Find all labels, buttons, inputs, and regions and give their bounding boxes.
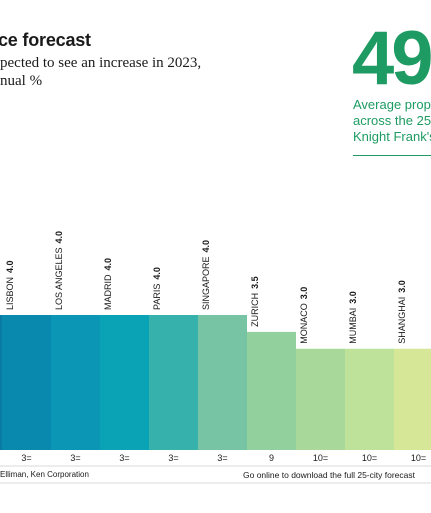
bar-label-lisbon: LISBON 4.0 [5, 260, 15, 310]
bar-label-madrid: MADRID 4.0 [103, 258, 113, 310]
chart-title: ce forecast [0, 30, 91, 50]
headline-caption-line-2: across the 25 [353, 113, 431, 128]
headline-caption-line-3: Knight Frank's [353, 129, 431, 144]
rank-zurich: 9 [269, 453, 274, 463]
headline-caption-line-1: Average prop [353, 97, 431, 112]
category-label-singapore: SINGAPORE [201, 256, 211, 310]
value-label-zurich: 3.5 [250, 276, 260, 289]
category-label-madrid: MADRID [103, 274, 113, 310]
rank-paris: 3= [168, 453, 178, 463]
rank-madrid: 3= [119, 453, 129, 463]
bar-label-mumbai: MUMBAI 3.0 [348, 291, 358, 344]
rank-mumbai: 10= [362, 453, 377, 463]
category-label-paris: PARIS [152, 284, 162, 310]
rank-lisbon: 3= [21, 453, 31, 463]
bar-label-los-angeles: LOS ANGELES 4.0 [54, 231, 64, 310]
rank-singapore: 3= [217, 453, 227, 463]
category-label-lisbon: LISBON [5, 277, 15, 310]
value-label-shanghai: 3.0 [397, 280, 407, 293]
category-label-zurich: ZURICH [250, 293, 260, 327]
headline-figure: 49 [352, 16, 431, 101]
bar-label-paris: PARIS 4.0 [152, 267, 162, 310]
rank-monaco: 10= [313, 453, 328, 463]
bar-lisbon [2, 315, 51, 450]
value-label-madrid: 4.0 [103, 258, 113, 271]
category-label-los-angeles: LOS ANGELES [54, 247, 64, 310]
bar-mumbai [345, 348, 394, 450]
subtitle-line-1: pected to see an increase in 2023, [0, 55, 202, 71]
value-label-lisbon: 4.0 [5, 260, 15, 273]
headline-caption: Average prop across the 25 Knight Frank'… [353, 97, 431, 145]
value-label-los-angeles: 4.0 [54, 231, 64, 244]
bar-label-singapore: SINGAPORE 4.0 [201, 240, 211, 310]
bar-zurich [247, 331, 296, 450]
value-label-singapore: 4.0 [201, 240, 211, 253]
bar-edge-partial [0, 315, 2, 450]
category-label-monaco: MONACO [299, 303, 309, 344]
category-label-shanghai: SHANGHAI [397, 297, 407, 344]
bar-paris [149, 315, 198, 450]
category-label-mumbai: MUMBAI [348, 308, 358, 344]
bar-label-shanghai: SHANGHAI 3.0 [397, 280, 407, 344]
bar-label-monaco: MONACO 3.0 [299, 287, 309, 344]
value-label-mumbai: 3.0 [348, 291, 358, 304]
subtitle-line-2: nual % [0, 73, 43, 89]
bar-shanghai [394, 348, 431, 450]
bar-madrid [100, 315, 149, 450]
bar-los-angeles [51, 315, 100, 450]
bar-label-zurich: ZURICH 3.5 [250, 276, 260, 327]
headline-divider [353, 155, 431, 156]
value-label-monaco: 3.0 [299, 287, 309, 300]
chart-subtitle: pected to see an increase in 2023, nual … [0, 54, 201, 90]
bar-singapore [198, 315, 247, 450]
value-label-paris: 4.0 [152, 267, 162, 280]
bar-monaco [296, 348, 345, 450]
download-link[interactable]: Go online to download the full 25-city f… [243, 470, 415, 480]
source-note: Elliman, Ken Corporation [0, 470, 89, 479]
rank-shanghai: 10= [411, 453, 426, 463]
rank-los-angeles: 3= [70, 453, 80, 463]
